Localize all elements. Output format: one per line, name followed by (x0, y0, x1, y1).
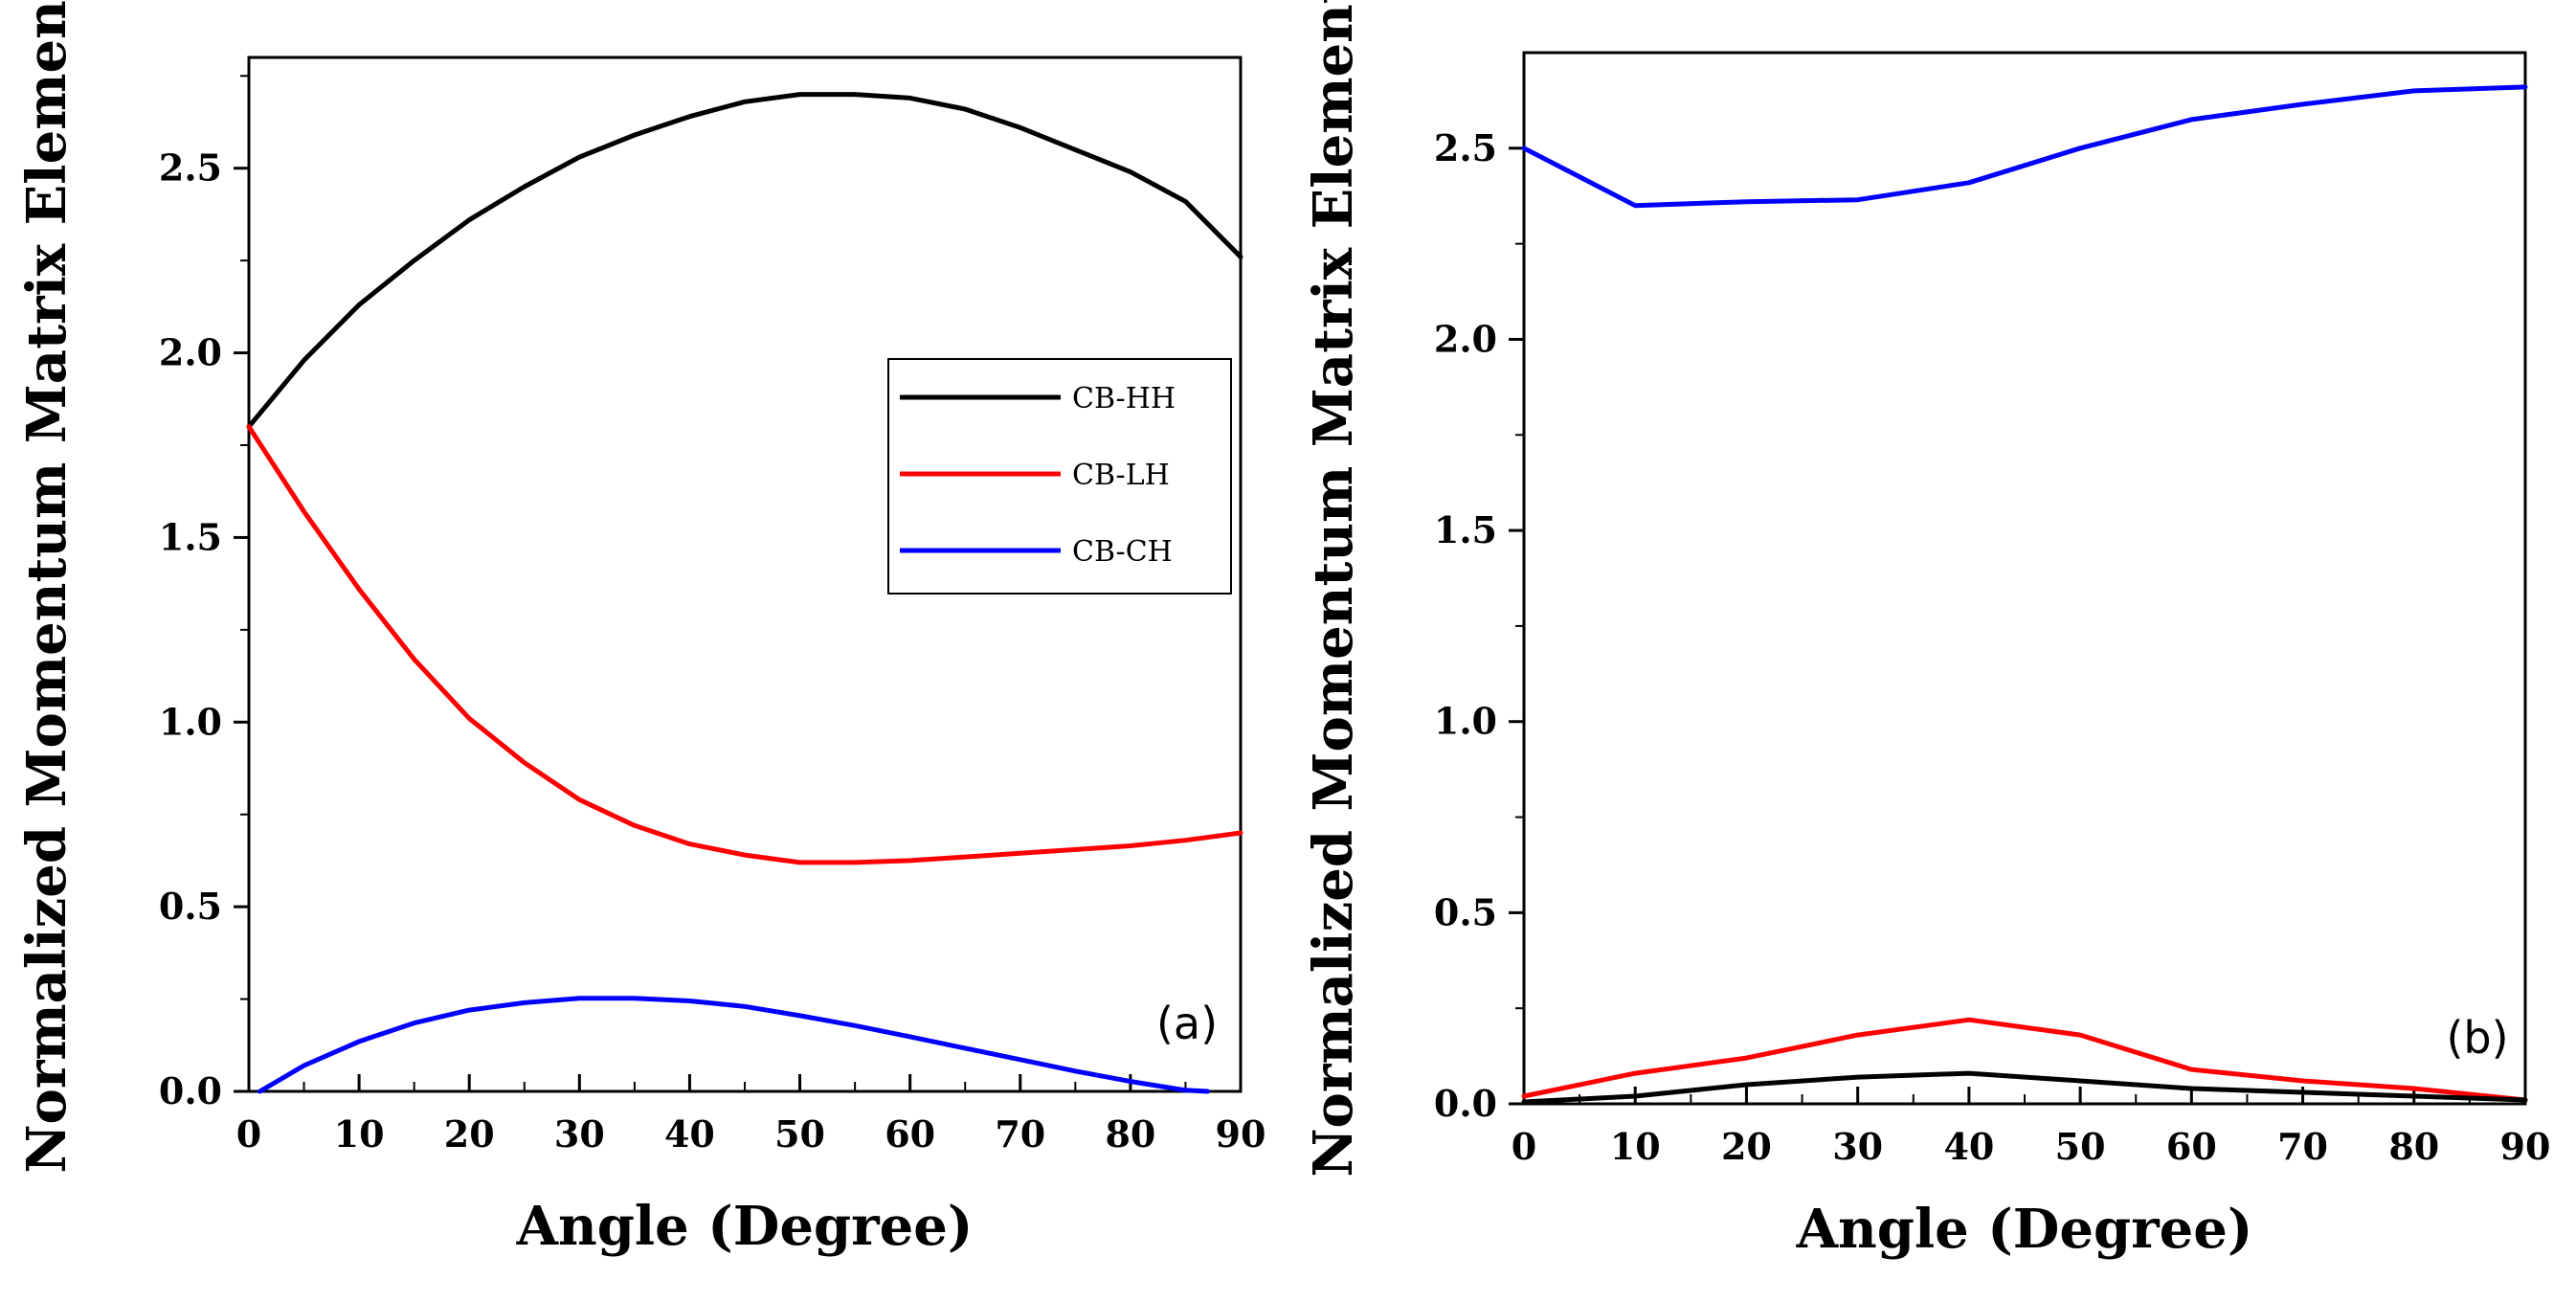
legend-label: CB-LH (1072, 459, 1170, 492)
chart-panel-a: 0 10 20 30 40 50 60 70 80 90 0.0 0.5 1.0 1.5 2.0 2.5 Ang… (15, 0, 1266, 1258)
y-tick-label: 1.5 (1434, 508, 1497, 551)
x-tick-label: 30 (1832, 1125, 1883, 1168)
x-tick-label: 30 (554, 1112, 605, 1156)
y-tick-label: 2.0 (159, 331, 222, 374)
legend-label: CB-CH (1072, 535, 1173, 569)
y-tick-label: 2.5 (159, 146, 222, 190)
x-tick-label: 0 (236, 1112, 261, 1156)
x-tick-label: 50 (774, 1112, 825, 1156)
x-tick-label: 0 (1512, 1125, 1536, 1168)
y-tick-label: 1.5 (159, 515, 222, 558)
y-tick-label: 0.5 (159, 885, 222, 928)
x-tick-label: 20 (1721, 1125, 1772, 1168)
panel-label: (a) (1156, 998, 1218, 1049)
x-tick-label: 60 (885, 1112, 935, 1156)
series-line-cb-ch (1521, 84, 2528, 209)
y-axis-title: Normalized Momentum Matrix Element (15, 0, 78, 1174)
x-tick-label: 40 (664, 1112, 715, 1156)
series-line-cb-ch (258, 996, 1210, 1094)
series-line-cb-lh (1521, 1017, 2528, 1103)
x-tick-label: 10 (1610, 1125, 1661, 1168)
y-tick-label: 0.0 (1434, 1082, 1497, 1125)
y-tick-label: 1.0 (1434, 700, 1497, 743)
x-tick-label: 60 (2166, 1125, 2217, 1168)
x-tick-label: 90 (1216, 1112, 1266, 1156)
y-tick-label: 1.0 (159, 700, 222, 743)
panel-label: (b) (2446, 1012, 2508, 1064)
x-tick-label: 70 (995, 1112, 1045, 1156)
series-line-cb-lh (246, 424, 1243, 865)
x-tick-label: 10 (334, 1112, 385, 1156)
chart-panel-b: 0 10 20 30 40 50 60 70 80 90 0.0 0.5 1.0 1.5 2.0 2.5 Ang… (1302, 0, 2550, 1261)
y-tick-label: 0.5 (1434, 890, 1497, 933)
series-line-cb-hh (1521, 1070, 2528, 1105)
x-tick-label: 80 (2388, 1125, 2439, 1168)
legend-label: CB-HH (1072, 382, 1176, 415)
legend: CB-HH CB-LH CB-CH (887, 358, 1232, 595)
y-tick-label: 0.0 (159, 1069, 222, 1112)
y-axis-title: Normalized Momentum Matrix Element (1302, 0, 1365, 1178)
x-axis-title: Angle (Degree) (516, 1195, 974, 1258)
plot-frame-b (1522, 51, 2527, 1106)
y-tick-label: 2.5 (1434, 126, 1497, 169)
y-tick-label: 2.0 (1434, 317, 1497, 360)
x-tick-label: 90 (2500, 1125, 2551, 1168)
x-tick-label: 80 (1105, 1112, 1155, 1156)
x-tick-label: 40 (1943, 1125, 1994, 1168)
x-tick-label: 50 (2055, 1125, 2106, 1168)
x-tick-label: 20 (444, 1112, 495, 1156)
series-line-cb-hh (246, 92, 1243, 430)
x-tick-label: 70 (2277, 1125, 2328, 1168)
x-axis-title: Angle (Degree) (1796, 1198, 2253, 1261)
